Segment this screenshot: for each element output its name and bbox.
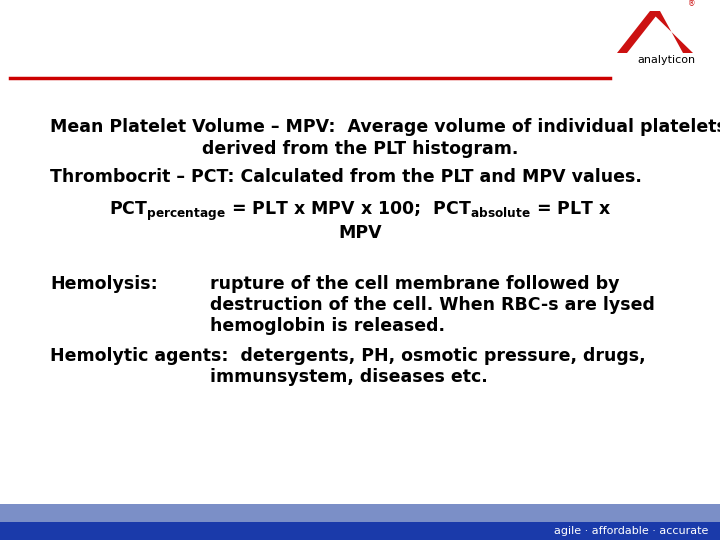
Bar (0, 522, 720, 540)
Text: $\mathbf{PCT}_{\mathbf{percentage}}$ = PLT x MPV x 100;  $\mathbf{PCT}_{\mathbf{: $\mathbf{PCT}_{\mathbf{percentage}}$ = P… (109, 200, 611, 223)
Text: rupture of the cell membrane followed by: rupture of the cell membrane followed by (210, 275, 619, 293)
Text: immunsystem, diseases etc.: immunsystem, diseases etc. (210, 368, 487, 386)
Polygon shape (650, 11, 693, 53)
Text: agile · affordable · accurate: agile · affordable · accurate (554, 526, 708, 536)
Polygon shape (631, 24, 679, 53)
Text: analyticon: analyticon (637, 55, 695, 65)
Text: destruction of the cell. When RBC-s are lysed: destruction of the cell. When RBC-s are … (210, 296, 655, 314)
Bar (0, 504, 720, 522)
Polygon shape (617, 11, 660, 53)
Text: Mean Platelet Volume – MPV:  Average volume of individual platelets: Mean Platelet Volume – MPV: Average volu… (50, 118, 720, 136)
Text: Hemolytic agents:  detergents, PH, osmotic pressure, drugs,: Hemolytic agents: detergents, PH, osmoti… (50, 347, 646, 365)
Text: Hemolysis:: Hemolysis: (50, 275, 158, 293)
Text: MPV: MPV (338, 224, 382, 242)
Text: ®: ® (688, 0, 696, 8)
Text: Thrombocrit – PCT: Calculated from the PLT and MPV values.: Thrombocrit – PCT: Calculated from the P… (50, 168, 642, 186)
Text: derived from the PLT histogram.: derived from the PLT histogram. (202, 140, 518, 158)
Text: hemoglobin is released.: hemoglobin is released. (210, 317, 445, 335)
